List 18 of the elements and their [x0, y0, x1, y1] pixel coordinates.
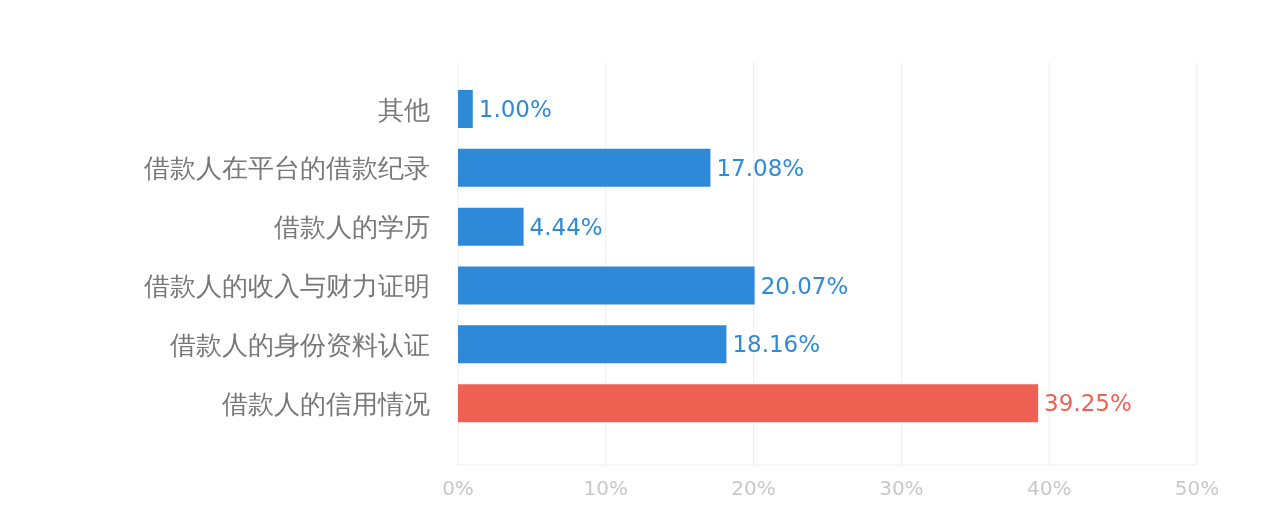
- y-tick-label: 借款人的学历: [274, 212, 430, 243]
- data-label: 39.25%: [1044, 390, 1132, 417]
- bar: [458, 207, 524, 246]
- bar: [458, 384, 1039, 423]
- data-label: 1.00%: [478, 96, 552, 122]
- bar: [458, 266, 755, 305]
- bar: [458, 148, 711, 187]
- y-tick-label: 借款人的身份资料认证: [170, 329, 430, 360]
- data-label: 18.16%: [732, 331, 821, 358]
- data-label: 4.44%: [529, 213, 603, 240]
- y-tick-label: 借款人在平台的借款纪录: [144, 153, 430, 184]
- y-tick-label: 其他: [378, 94, 430, 125]
- bar: [458, 90, 473, 128]
- data-label: 20.07%: [760, 272, 849, 299]
- y-tick-label: 借款人的信用情况: [222, 388, 430, 419]
- bar: [458, 325, 727, 364]
- y-tick-label: 借款人的收入与财力证明: [144, 271, 430, 302]
- data-label: 17.08%: [716, 154, 805, 181]
